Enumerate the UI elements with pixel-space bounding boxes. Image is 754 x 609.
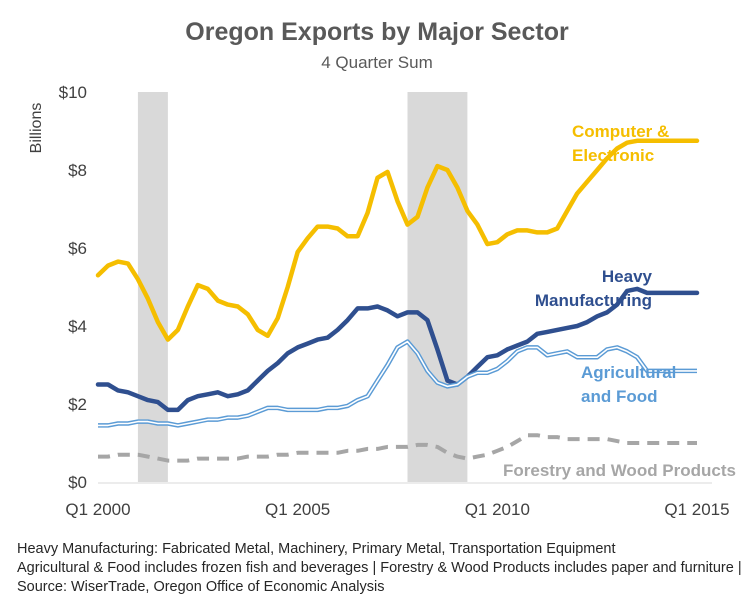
chart-title: Oregon Exports by Major Sector — [185, 18, 569, 46]
series-label-computer: Computer & — [572, 122, 669, 141]
series-label-heavy: Manufacturing — [535, 291, 652, 310]
series-line-0 — [95, 138, 700, 342]
footnote-line-2: Agricultural & Food includes frozen fish… — [17, 560, 742, 595]
y-tick-label: $4 — [68, 317, 87, 336]
x-tick-label: Q1 2005 — [265, 500, 330, 519]
y-tick-label: $8 — [68, 161, 87, 180]
y-tick-label: $2 — [68, 395, 87, 414]
footnote: Heavy Manufacturing: Fabricated Metal, M… — [17, 540, 742, 597]
y-tick-label: $0 — [68, 473, 87, 492]
series-label-forestry: Forestry and Wood Products — [503, 461, 736, 480]
series-label-agricultural: and Food — [581, 387, 657, 406]
series-line-3 — [98, 433, 697, 463]
series-line-1 — [95, 286, 700, 413]
series-line-inner-2 — [98, 340, 697, 427]
x-tick-label: Q1 2000 — [65, 500, 130, 519]
y-tick-label: $10 — [59, 83, 87, 102]
footnote-line-1: Heavy Manufacturing: Fabricated Metal, M… — [17, 541, 616, 557]
y-axis-label: Billions — [28, 103, 45, 154]
chart-subtitle: 4 Quarter Sum — [321, 53, 433, 72]
recession-band-1 — [407, 92, 468, 482]
y-tick-label: $6 — [68, 239, 87, 258]
series-label-computer: Electronic — [572, 146, 654, 165]
x-tick-label: Q1 2010 — [465, 500, 530, 519]
series-label-agricultural: Agricultural — [581, 363, 676, 382]
series-line-2 — [98, 339, 697, 428]
series-label-heavy: Heavy — [602, 267, 653, 286]
x-tick-label: Q1 2015 — [664, 500, 729, 519]
